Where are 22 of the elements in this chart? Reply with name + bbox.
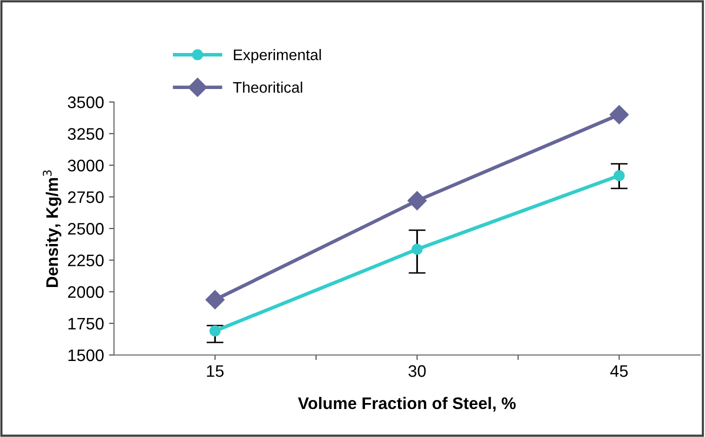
point: [209, 325, 221, 337]
point: [408, 191, 427, 210]
point: [412, 244, 423, 255]
y-tick-label: 3000: [68, 160, 104, 172]
point: [206, 290, 225, 310]
y-tick-label: 2500: [68, 222, 104, 235]
point: [614, 170, 625, 182]
y-tick-label: 2000: [68, 286, 104, 298]
point: [610, 105, 629, 124]
x-tick-label: 15: [207, 365, 224, 377]
y-tick-label: 1500: [68, 349, 104, 362]
y-tick-label: 2250: [68, 254, 104, 266]
x-tick-label: 45: [610, 365, 628, 377]
x-axis-title: Volume Fraction of Steel, %: [298, 396, 516, 412]
legend-label: Experimental: [234, 49, 321, 64]
y-axis-title: Density, Kg/m$^{3}$: [42, 170, 62, 288]
y-tick-label: 3500: [68, 96, 104, 108]
y-tick-label: 2750: [68, 191, 104, 204]
x-tick-label: 30: [408, 365, 426, 377]
y-tick-label: 3250: [68, 128, 104, 140]
y-tick-label: 1750: [68, 318, 104, 330]
legend-label: Theoritical: [233, 82, 302, 93]
